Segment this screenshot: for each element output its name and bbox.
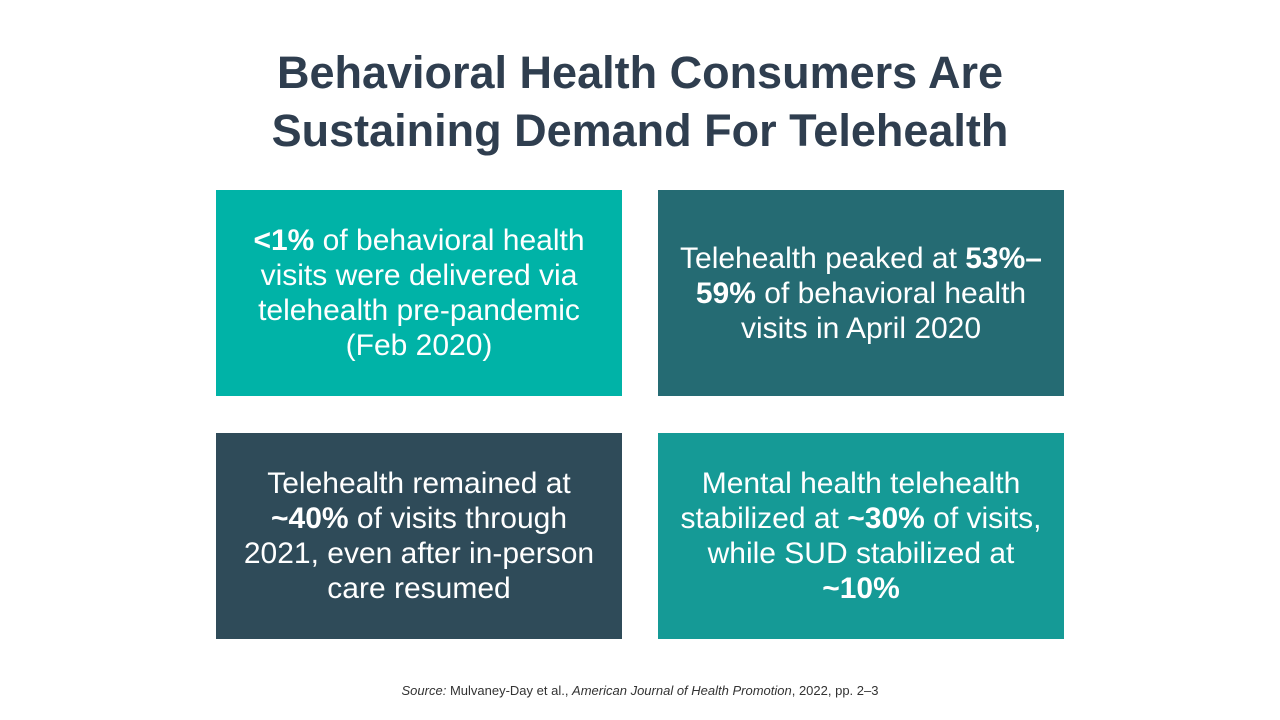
stat-card-pre-pandemic: <1% of behavioral health visits were del… — [216, 190, 622, 396]
card-text: <1% of behavioral health visits were del… — [253, 224, 585, 362]
card-text: Telehealth peaked at 53%–59% of behavior… — [680, 241, 1042, 345]
slide-title: Behavioral Health Consumers Are Sustaini… — [0, 44, 1280, 160]
card-stat-2: ~10% — [822, 572, 900, 605]
stat-card-stabilized: Mental health telehealth stabilized at ~… — [658, 433, 1064, 639]
card-text: Telehealth remained at ~40% of visits th… — [243, 467, 595, 605]
card-stat: ~30% — [847, 502, 925, 535]
source-details: , 2022, pp. 2–3 — [791, 683, 879, 698]
title-line-2: Sustaining Demand For Telehealth — [271, 105, 1009, 156]
source-label: Source: — [401, 683, 447, 698]
card-stat: <1% — [253, 224, 315, 257]
stat-card-2021: Telehealth remained at ~40% of visits th… — [216, 433, 622, 639]
stat-card-peak: Telehealth peaked at 53%–59% of behavior… — [658, 190, 1064, 396]
source-journal: American Journal of Health Promotion — [572, 683, 792, 698]
source-citation: Source: Mulvaney-Day et al., American Jo… — [0, 683, 1280, 698]
source-authors: Mulvaney-Day et al., — [446, 683, 573, 698]
title-line-1: Behavioral Health Consumers Are — [276, 47, 1004, 98]
card-stat: ~40% — [270, 502, 349, 535]
card-stat: 53%–59% — [695, 241, 1042, 310]
card-text: Mental health telehealth stabilized at ~… — [680, 467, 1042, 605]
